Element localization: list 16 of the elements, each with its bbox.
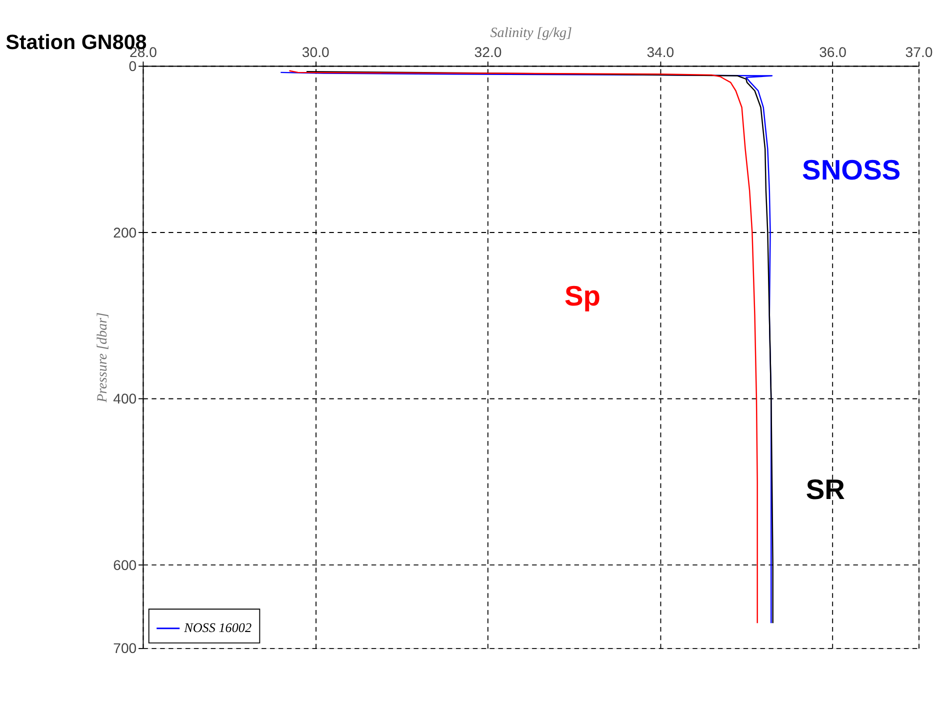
y-tick-label: 700: [113, 640, 137, 656]
annotation: SR: [806, 472, 845, 505]
annotation: SNOSS: [802, 153, 901, 186]
x-tick-label: 37.0: [905, 44, 933, 60]
y-tick-label: 0: [128, 58, 137, 74]
y-tick-label: 200: [113, 224, 137, 240]
legend-label: NOSS 16002: [183, 620, 252, 636]
x-tick-label: 30.0: [302, 44, 330, 60]
x-tick-label: 36.0: [819, 44, 847, 60]
y-axis-title: Pressure [dbar]: [94, 312, 111, 404]
annotation: Sp: [564, 279, 600, 312]
x-tick-label: 32.0: [474, 44, 502, 60]
x-tick-label: 34.0: [646, 44, 674, 60]
x-axis-title: Salinity [g/kg]: [490, 25, 572, 42]
y-tick-label: 400: [113, 390, 137, 407]
y-tick-label: 600: [113, 557, 137, 574]
